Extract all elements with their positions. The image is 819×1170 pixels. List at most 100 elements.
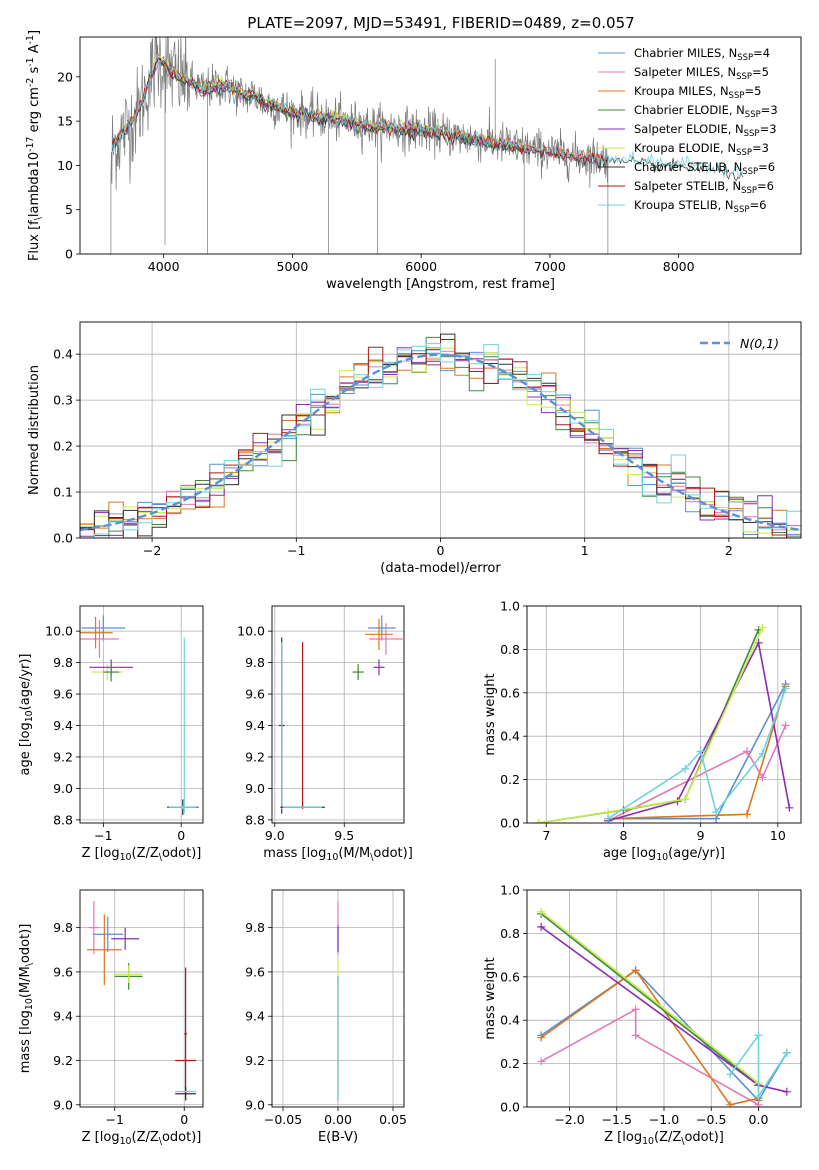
plot-background (527, 606, 801, 823)
weight-marker (537, 922, 546, 931)
y-tick-label: 9.2 (245, 749, 265, 764)
errorbar-point (367, 615, 396, 641)
y-tick-label: 0.4 (500, 1013, 520, 1028)
x-tick-label: 9.5 (334, 828, 354, 843)
x-axis-label: mass [log10(M/M\odot)] (263, 846, 413, 863)
y-tick-label: 9.0 (53, 1097, 73, 1112)
axes-spectrum: 4000 5000 6000 7000 8000 0 5 10 15 20 wavelength [… (25, 30, 802, 292)
legend-label: Salpeter ELODIE, NSSP=3 (634, 122, 777, 139)
plot-area-weight_vs_age (534, 623, 794, 823)
x-tick-label: 0.00 (324, 1112, 352, 1127)
y-tick-label: 0.1 (53, 485, 73, 500)
figure-title: PLATE=2097, MJD=53491, FIBERID=0489, z=0… (247, 14, 634, 32)
y-tick-label: 9.2 (53, 749, 73, 764)
y-tick-label: 8.8 (245, 812, 265, 827)
weight-series-chabrier-elodie (540, 913, 759, 1086)
axes-mass_vs_Z: −1 0 9.0 9.2 9.4 9.6 9.8 Z [log10(Z/Z\odot)] mas… (18, 889, 204, 1147)
y-tick-label: 9.0 (245, 781, 265, 796)
errorbar-point (114, 965, 143, 983)
weight-series-salpeter-miles (540, 1008, 759, 1106)
plot-background (80, 890, 203, 1107)
errorbar-point (81, 615, 126, 641)
errorbar-point (352, 664, 364, 680)
weight-marker (742, 747, 751, 756)
x-axis-label: E(B-V) (318, 1130, 358, 1145)
y-tick-label: 5 (65, 202, 73, 217)
x-tick-label: 0.05 (379, 1112, 407, 1127)
legend-label: N(0,1) (740, 336, 779, 351)
axes-frame (526, 605, 802, 824)
y-tick-label: 9.6 (53, 964, 73, 979)
errorbar-point (175, 1087, 197, 1101)
y-axis-label: Normed distribution (27, 365, 42, 495)
x-tick-label: −1 (287, 543, 305, 558)
weight-marker (785, 803, 794, 812)
y-tick-label: 9.8 (245, 655, 265, 670)
x-tick-label: −1.5 (602, 1112, 632, 1127)
spectrum-legend: Chabrier MILES, NSSP=4 Salpeter MILES, NS… (598, 46, 778, 215)
weight-marker (712, 808, 721, 817)
errorbar-point (111, 927, 140, 950)
x-tick-label: 7 (542, 828, 550, 843)
y-tick-label: 9.2 (245, 1053, 265, 1068)
errorbar-point (88, 901, 100, 955)
y-axis-label: mass weight (483, 957, 498, 1039)
weight-series-kroupa-stelib (607, 688, 787, 820)
plot-background (272, 606, 404, 823)
weight-marker (534, 819, 543, 823)
errorbar-point (369, 623, 403, 655)
y-tick-label: 0.2 (500, 1056, 520, 1071)
weight-marker (726, 1070, 735, 1079)
errorbar-point (168, 805, 197, 809)
legend-label: Salpeter MILES, NSSP=5 (634, 65, 769, 82)
y-axis-label: age [log10(age/yr)] (18, 653, 35, 775)
errorbar-point (92, 916, 124, 952)
x-axis-label: Z [log10(Z/Z\odot)] (82, 1130, 202, 1147)
weight-marker (604, 814, 613, 823)
x-tick-label: 9.0 (265, 828, 285, 843)
weight-series-kroupa-elodie (540, 911, 759, 1084)
weight-marker (782, 1087, 791, 1096)
x-axis-label: wavelength [Angstrom, rest frame] (326, 277, 555, 292)
y-tick-label: 9.6 (245, 964, 265, 979)
normal-curve (80, 353, 801, 532)
residuals-legend: N(0,1) (700, 336, 779, 351)
y-tick-label: 10.0 (237, 624, 265, 639)
y-tick-label: 1.0 (500, 599, 520, 614)
y-tick-label: 0.4 (500, 729, 520, 744)
weight-series-salpeter-elodie (607, 640, 791, 822)
y-tick-label: 9.0 (53, 781, 73, 796)
x-tick-label: −0.5 (696, 1112, 726, 1127)
y-tick-label: 0 (65, 247, 73, 262)
weight-marker (681, 764, 690, 773)
y-tick-label: 1.0 (500, 883, 520, 898)
axes-frame (79, 605, 204, 824)
x-tick-label: 5000 (277, 259, 309, 274)
y-tick-label: 0.2 (53, 439, 73, 454)
y-tick-label: 15 (57, 114, 73, 129)
y-tick-label: 9.2 (53, 1053, 73, 1068)
y-tick-label: 9.4 (53, 1009, 73, 1024)
plot-area-residuals (80, 333, 801, 538)
weight-marker (742, 810, 751, 819)
x-tick-label: 8 (620, 828, 628, 843)
y-tick-label: 9.8 (53, 655, 73, 670)
weight-marker (537, 907, 546, 916)
x-tick-label: 0.0 (749, 1112, 769, 1127)
y-tick-label: 9.6 (245, 687, 265, 702)
x-tick-label: 0 (437, 543, 445, 558)
weight-series-kroupa-miles (540, 969, 759, 1106)
x-tick-label: 4000 (148, 259, 180, 274)
x-tick-label: −1.0 (649, 1112, 679, 1127)
y-tick-label: 10 (57, 158, 73, 173)
y-tick-label: 10.0 (45, 624, 73, 639)
axes-frame (79, 889, 204, 1108)
plot-area-age_vs_mass (278, 615, 403, 814)
weight-marker (758, 749, 767, 758)
plot-area-spectrum (110, 37, 743, 254)
axes-weight_vs_age: 7 8 9 10 0.0 0.2 0.4 0.6 0.8 1.0 age [log10(age/yr… (483, 599, 802, 863)
errorbar-point (365, 618, 393, 651)
legend-label: Chabrier STELIB, NSSP=6 (634, 160, 775, 177)
x-axis-label: Z [log10(Z/Z\odot)] (604, 1130, 724, 1147)
